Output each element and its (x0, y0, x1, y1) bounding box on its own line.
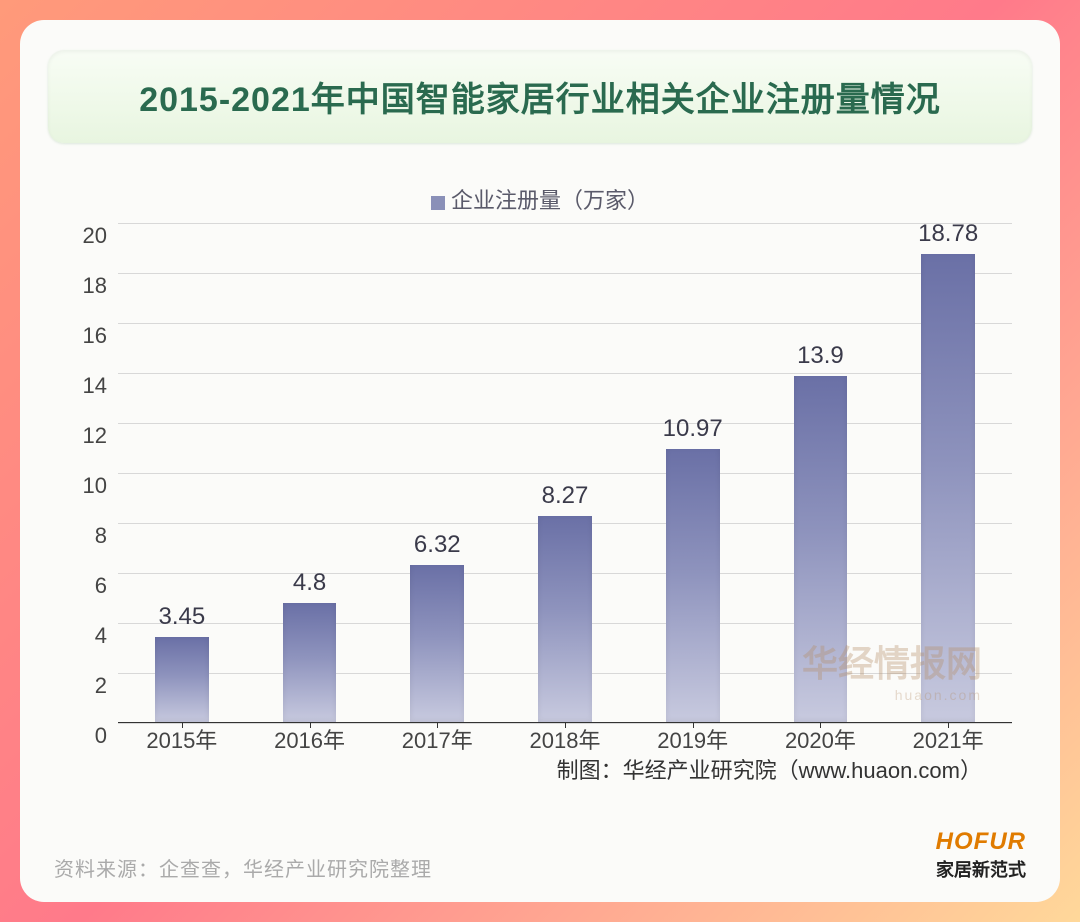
bar (794, 376, 848, 724)
legend-label: 企业注册量（万家） (451, 188, 649, 213)
x-label: 2019年 (643, 723, 743, 755)
bar (155, 637, 209, 723)
chart-area: 企业注册量（万家） 02468101214161820 3.45 4.8 6.32 8… (48, 173, 1032, 816)
bar-value-label: 4.8 (260, 569, 360, 597)
x-label: 2016年 (260, 723, 360, 755)
bar-value-label: 10.97 (643, 415, 743, 443)
bar-value-label: 3.45 (132, 603, 232, 631)
x-label: 2020年 (770, 723, 870, 755)
bar-value-label: 13.9 (770, 342, 870, 370)
bars-layer: 3.45 4.8 6.32 8.27 10.97 13.9 18.78 (118, 223, 1012, 723)
bar-value-label: 6.32 (387, 531, 487, 559)
brand-logo: HOFUR (936, 828, 1026, 856)
bar-value-label: 8.27 (515, 482, 615, 510)
y-axis: 02468101214161820 (58, 223, 113, 723)
brand: HOFUR 家居新范式 (936, 828, 1026, 882)
plot: 02468101214161820 3.454.86.328.2710.9713… (118, 223, 1012, 783)
bar (921, 254, 975, 724)
brand-subtitle: 家居新范式 (936, 856, 1026, 882)
footer: 资料来源：企查查，华经产业研究院整理 HOFUR 家居新范式 (48, 828, 1032, 882)
bar (283, 603, 337, 723)
x-label: 2017年 (387, 723, 487, 755)
legend-swatch (431, 196, 445, 210)
card: 2015-2021年中国智能家居行业相关企业注册量情况 企业注册量（万家） 02… (20, 20, 1060, 902)
x-label: 2015年 (132, 723, 232, 755)
legend: 企业注册量（万家） (58, 183, 1022, 215)
bar (410, 565, 464, 723)
chart-credit: 制图：华经产业研究院（www.huaon.com） (557, 753, 982, 785)
bar-value-label: 18.78 (898, 220, 998, 248)
title-bar: 2015-2021年中国智能家居行业相关企业注册量情况 (48, 50, 1032, 143)
x-label: 2021年 (898, 723, 998, 755)
source-text: 资料来源：企查查，华经产业研究院整理 (54, 853, 432, 882)
chart-title: 2015-2021年中国智能家居行业相关企业注册量情况 (68, 72, 1012, 121)
x-label: 2018年 (515, 723, 615, 755)
bar (538, 516, 592, 723)
bar (666, 449, 720, 723)
